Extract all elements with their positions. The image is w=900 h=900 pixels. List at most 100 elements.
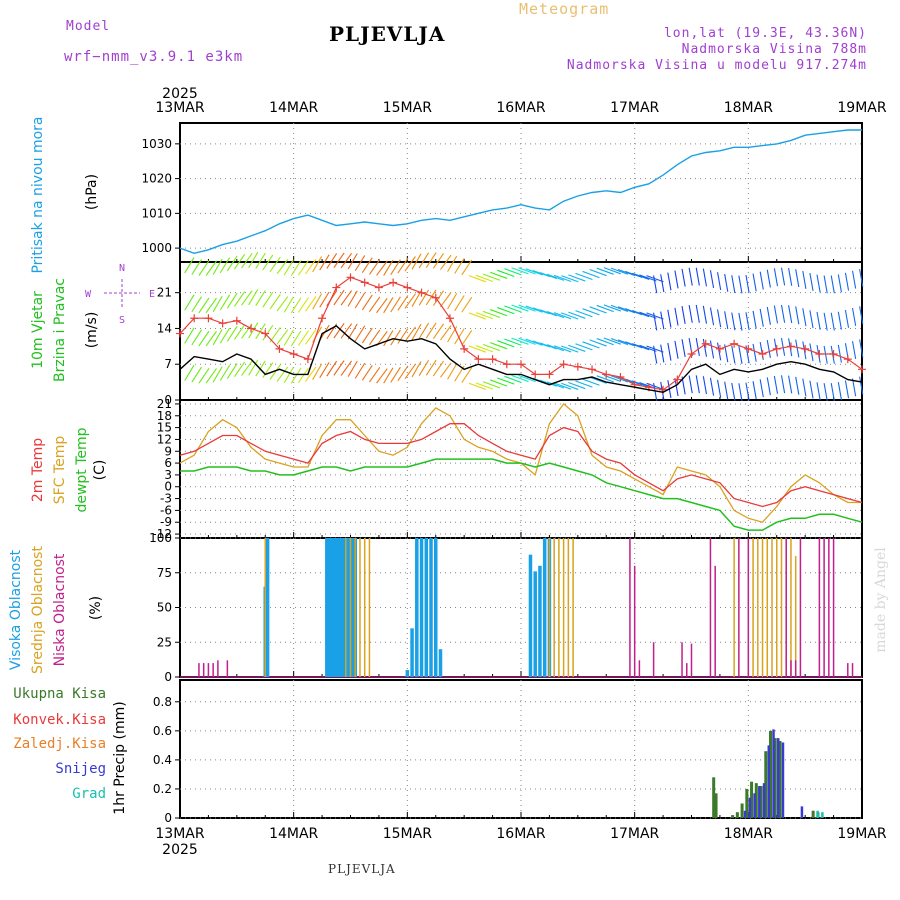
gust-marker	[190, 314, 199, 323]
wind-arrow	[780, 337, 786, 356]
panel-wind: 0 7 14 21	[157, 261, 863, 407]
wind-arrow	[625, 378, 643, 386]
wind-arrow	[497, 340, 515, 348]
wind-arrow	[518, 337, 536, 345]
wind-arrow	[539, 271, 558, 280]
precip-legend-0: Ukupna Kisa	[13, 686, 106, 702]
wind-arrow	[788, 375, 793, 394]
wind-arrow	[482, 310, 501, 319]
wind-arrow	[575, 343, 593, 351]
wind-arrow	[752, 381, 757, 400]
low-cloud-bar	[709, 538, 712, 677]
wind-arrow	[354, 362, 366, 379]
high-cloud-bar	[346, 538, 350, 677]
compass-e: E	[149, 289, 155, 300]
wind-arrow	[596, 267, 614, 275]
low-cloud-bar	[638, 660, 641, 677]
wind-arrow	[738, 383, 743, 402]
xtick-label-bottom: 19MAR	[837, 826, 886, 842]
sfc-axis-label: SFC Temp	[52, 436, 68, 505]
wind-arrow	[617, 306, 636, 314]
total-precip-bar	[712, 777, 716, 818]
wind-arrow	[340, 323, 353, 339]
mid-cloud-bar	[771, 538, 773, 677]
wind-arrow	[354, 292, 366, 309]
gust-marker	[829, 350, 838, 358]
wind-arrow	[681, 306, 686, 324]
mid-cloud-bar	[368, 538, 371, 677]
wind-arrow	[568, 311, 586, 319]
wind-arrow	[347, 360, 358, 377]
gust-marker	[858, 365, 866, 374]
low-cloud-bar	[202, 663, 205, 677]
wind-arrow	[326, 360, 338, 377]
model-elevation-label: Nadmorska Visina u modelu 917.274m	[566, 58, 867, 73]
wind-arrow	[738, 345, 743, 364]
gust-marker	[445, 314, 454, 323]
wind-arrow	[504, 305, 522, 313]
wind-arrow	[411, 290, 422, 307]
pressure-axis-label: Pritisak na nivou mora	[30, 116, 46, 273]
wind-arrow	[717, 272, 722, 291]
xtick-label-top: 19MAR	[837, 100, 886, 116]
wind-arrow	[411, 253, 422, 270]
wind-unit-label: (m/s)	[84, 312, 100, 349]
total-precip-bar	[740, 803, 744, 818]
wind-arrow	[589, 339, 607, 347]
panel-cloud: 0 25 50 75 100	[149, 531, 863, 684]
wind-arrow	[504, 268, 522, 276]
wind-arrow	[440, 325, 452, 341]
wind-arrow	[759, 379, 764, 398]
gust-marker	[318, 314, 327, 323]
wind-arrow	[397, 328, 409, 344]
xtick-label-top: 13MAR	[155, 100, 204, 116]
wind-arrow	[731, 275, 736, 294]
wind-arrow	[297, 259, 309, 276]
total-precip-bar	[764, 751, 768, 818]
wind-arrow	[816, 382, 821, 401]
footer-title: PLJEVLJA	[328, 862, 396, 876]
wind-arrow	[532, 269, 550, 278]
wind-arrow	[198, 330, 210, 347]
wind-arrow	[390, 296, 401, 313]
year-label-top: 2025	[162, 86, 198, 102]
wind-arrow	[553, 382, 572, 390]
high-cloud-bar	[341, 538, 346, 677]
wind-arrow	[724, 311, 729, 330]
wind-arrow	[205, 368, 217, 384]
wind-arrow	[660, 311, 665, 330]
wind-arrow	[603, 267, 621, 275]
wind-arrow	[468, 382, 487, 390]
gust-marker	[843, 355, 852, 364]
snow-bar	[772, 729, 775, 818]
mid-cloud-bar	[558, 538, 560, 677]
wind-arrow	[354, 255, 366, 272]
panel-precip: 0 0.2 0.4 0.6 0.8	[153, 679, 863, 825]
high-cloud-bar	[542, 538, 547, 677]
wind-arrow	[198, 260, 210, 276]
wind-arrow	[625, 341, 643, 349]
wind-arrow	[432, 323, 445, 339]
wind-arrow	[617, 339, 636, 347]
wind-arrow	[283, 329, 294, 346]
gust-marker	[502, 360, 511, 369]
gust-marker	[232, 316, 241, 325]
wind-arrow	[546, 310, 565, 319]
low-cloud-bar	[799, 538, 802, 677]
mid-cloud-bar	[766, 538, 769, 677]
high-cloud-bar	[265, 538, 270, 677]
wind-arrow	[297, 297, 309, 313]
wind-arrow	[475, 312, 494, 320]
wind-arrow	[575, 272, 593, 281]
low-cloud-bar	[217, 660, 219, 677]
wind-arrow	[717, 379, 722, 398]
wind-arrow	[205, 330, 217, 347]
wind-arrow	[575, 380, 593, 388]
watermark-label: made by Angel	[873, 547, 889, 653]
low-cloud-bar	[794, 660, 797, 677]
gust-marker	[786, 342, 795, 351]
wind-arrow	[660, 344, 665, 363]
wind-arrow	[738, 275, 743, 294]
wind-arrow	[667, 309, 672, 328]
wind-arrow	[823, 275, 828, 294]
